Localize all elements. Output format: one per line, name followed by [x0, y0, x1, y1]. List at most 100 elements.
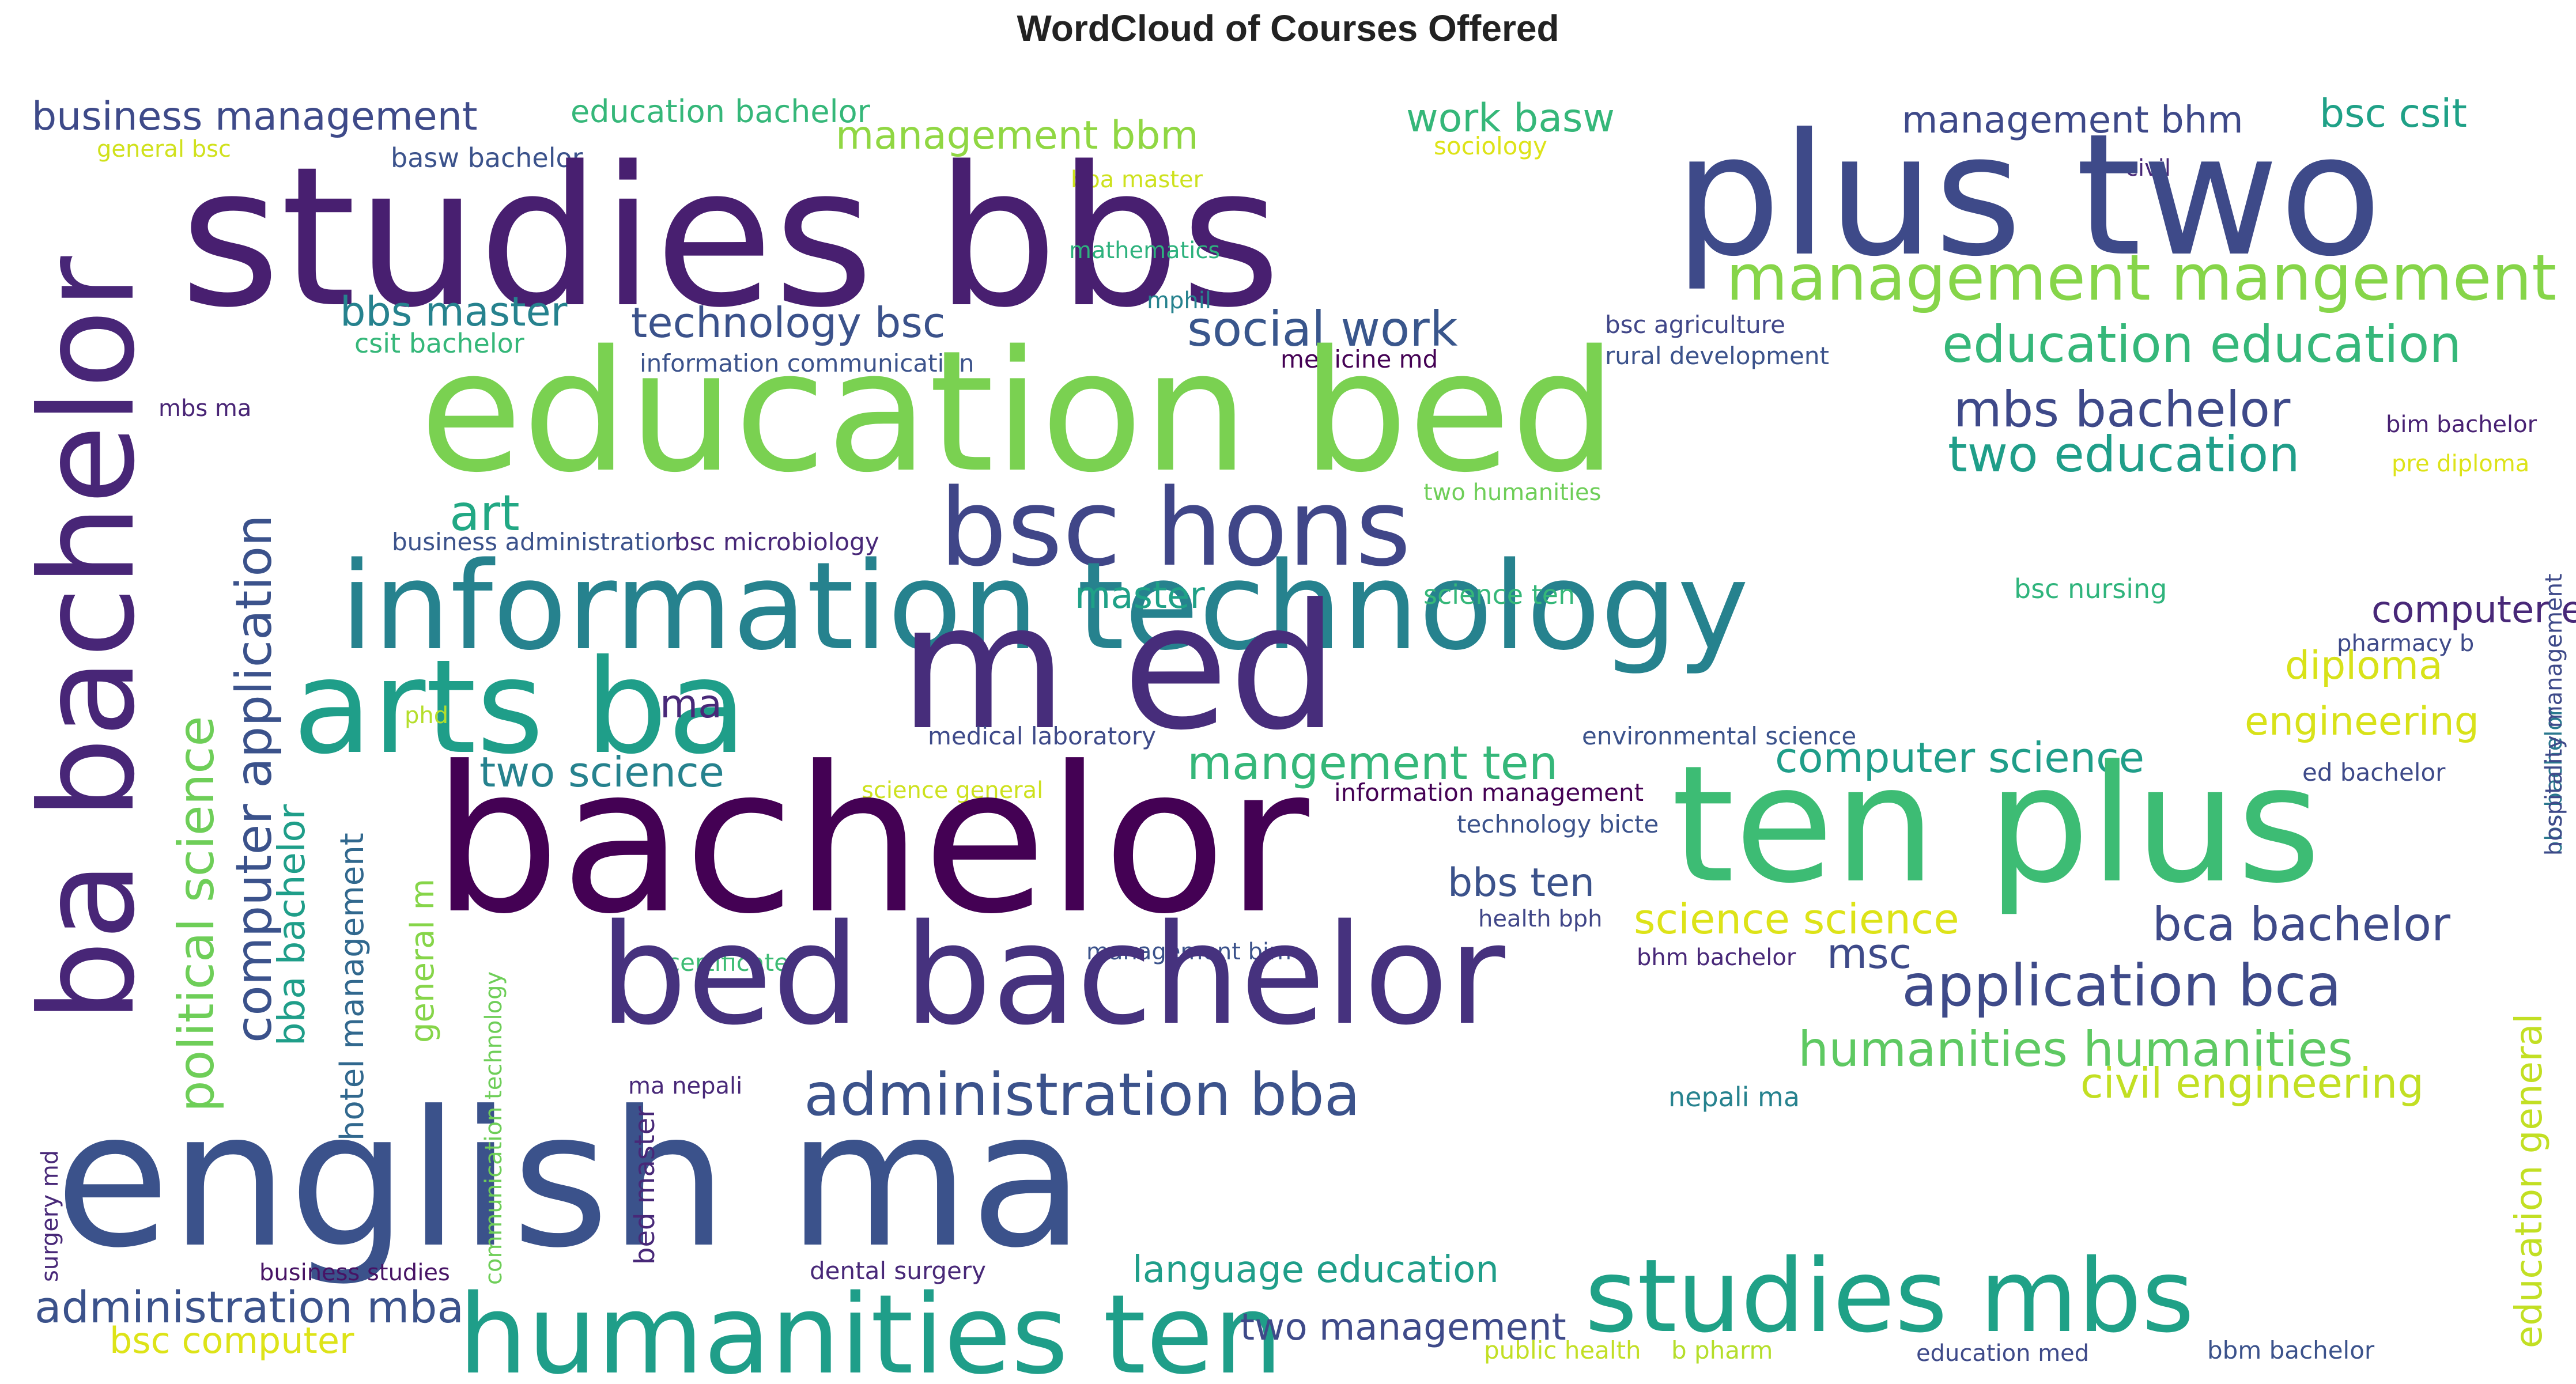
- cloud-word: bsc csit: [2320, 91, 2467, 137]
- cloud-word: education general: [2508, 1014, 2551, 1348]
- cloud-word: civil engineering: [2080, 1059, 2424, 1107]
- cloud-word: management bbm: [836, 113, 1199, 158]
- cloud-word: science general: [862, 777, 1043, 804]
- cloud-word: pre diploma: [2392, 451, 2529, 477]
- cloud-word: civil: [2125, 155, 2171, 181]
- cloud-word: mphil: [1147, 288, 1211, 314]
- cloud-word: bed master: [629, 1106, 661, 1265]
- cloud-word: studies mbs: [1585, 1238, 2194, 1355]
- cloud-word: bba bachelor: [271, 804, 313, 1046]
- cloud-word: bim bachelor: [2386, 411, 2537, 438]
- cloud-word: msc: [1827, 929, 1912, 978]
- cloud-word: hotel management: [334, 833, 371, 1141]
- cloud-word: two education: [1948, 426, 2300, 483]
- cloud-word: education bed: [420, 315, 1617, 509]
- cloud-word: arts ba: [293, 632, 747, 783]
- cloud-word: administration mba: [35, 1281, 464, 1333]
- cloud-word: two humanities: [1423, 479, 1601, 506]
- cloud-word: bbm bachelor: [2207, 1336, 2375, 1364]
- cloud-word: general bsc: [97, 136, 231, 162]
- cloud-word: phd: [405, 702, 448, 729]
- cloud-word: surgery md: [37, 1150, 63, 1282]
- cloud-word: csit bachelor: [354, 328, 524, 359]
- cloud-word: medicine md: [1281, 345, 1438, 373]
- cloud-word: bba master: [1071, 167, 1203, 193]
- cloud-word: humanities humanities: [1798, 1021, 2353, 1077]
- cloud-word: business administration: [392, 528, 681, 556]
- cloud-word: mangement ten: [1187, 736, 1558, 790]
- cloud-word: technology bicte: [1457, 810, 1659, 838]
- cloud-word: bed bachelor: [599, 894, 1505, 1056]
- cloud-word: b pharm: [1671, 1336, 1773, 1364]
- cloud-word: technology bsc: [631, 298, 945, 347]
- cloud-word: science ten: [1423, 579, 1575, 610]
- cloud-word: business studies: [259, 1260, 450, 1286]
- cloud-word: engineering: [2245, 699, 2479, 744]
- cloud-word: general m: [404, 879, 441, 1043]
- cloud-word: two management: [1240, 1306, 1566, 1349]
- cloud-word: application bca: [1902, 952, 2341, 1019]
- page-title: WordCloud of Courses Offered: [1017, 7, 1559, 49]
- cloud-word: information technology: [340, 536, 1749, 677]
- cloud-word: ma nepali: [628, 1073, 742, 1099]
- cloud-word: business management: [32, 94, 478, 139]
- cloud-word: english ma: [55, 1071, 1085, 1289]
- cloud-word: administration bba: [804, 1061, 1360, 1129]
- cloud-word: education bachelor: [571, 93, 871, 130]
- cloud-word: bhm bachelor: [1637, 944, 1796, 971]
- cloud-word: ten plus: [1671, 731, 2321, 919]
- cloud-word: mathematics: [1069, 237, 1220, 264]
- cloud-word: political science: [168, 716, 225, 1112]
- cloud-word: education med: [1916, 1340, 2089, 1367]
- cloud-word: science science: [1634, 895, 1959, 943]
- cloud-word: computer engineering: [2371, 589, 2576, 632]
- cloud-word: art: [450, 485, 520, 542]
- cloud-word: public health: [1484, 1336, 1641, 1364]
- cloud-word: diploma: [2285, 643, 2443, 689]
- cloud-word: bachelor: [432, 723, 1311, 958]
- cloud-word: hospitality management: [2541, 573, 2567, 856]
- cloud-word: m ed: [899, 567, 1339, 768]
- cloud-word: medical laboratory: [928, 722, 1156, 750]
- cloud-word: master: [1075, 574, 1205, 617]
- cloud-word: bsc hons: [939, 466, 1411, 590]
- cloud-word: bbs master: [340, 288, 568, 335]
- cloud-word: ba bachelor: [13, 256, 164, 1023]
- cloud-word: basw bachelor: [391, 142, 583, 173]
- cloud-word: bca bachelor: [2152, 898, 2450, 951]
- cloud-word: certificate: [667, 948, 789, 977]
- cloud-word: information management: [1334, 778, 1644, 807]
- cloud-word: humanities ten: [458, 1271, 1283, 1384]
- cloud-word: sociology: [1434, 132, 1547, 160]
- cloud-word: management bhm: [1902, 99, 2243, 142]
- cloud-word: bbs ten: [1448, 860, 1595, 906]
- cloud-word: bsc microbiology: [674, 528, 879, 556]
- cloud-word: pharmacy b: [2337, 630, 2474, 657]
- cloud-word: computer science: [1775, 733, 2144, 782]
- cloud-word: bbs bachelor: [2541, 706, 2567, 856]
- cloud-word: two science: [479, 748, 724, 796]
- cloud-word: language education: [1132, 1249, 1499, 1291]
- cloud-word: bsc agriculture: [1605, 311, 1785, 339]
- cloud-word: plus two: [1674, 97, 2382, 293]
- cloud-word: bsc computer: [109, 1319, 354, 1362]
- cloud-word: communication technology: [481, 971, 507, 1285]
- cloud-word: studies bbs: [180, 126, 1281, 350]
- cloud-word: nepali ma: [1668, 1082, 1800, 1113]
- cloud-word: ma: [660, 682, 722, 727]
- cloud-word: dental surgery: [810, 1257, 986, 1285]
- cloud-word: rural development: [1605, 342, 1829, 370]
- cloud-word: social work: [1187, 301, 1458, 357]
- cloud-word: bsc nursing: [2014, 573, 2167, 604]
- cloud-word: management bim: [1086, 939, 1291, 965]
- cloud-word: information communication: [640, 349, 975, 377]
- cloud-word: ed bachelor: [2302, 758, 2446, 786]
- cloud-word: management mangement: [1726, 241, 2556, 315]
- cloud-word: mbs ma: [158, 395, 251, 422]
- cloud-word: health bph: [1478, 906, 1602, 932]
- cloud-word: computer application: [225, 515, 283, 1043]
- cloud-word: environmental science: [1582, 722, 1856, 750]
- cloud-word: work basw: [1406, 96, 1615, 141]
- cloud-word: education education: [1942, 315, 2461, 374]
